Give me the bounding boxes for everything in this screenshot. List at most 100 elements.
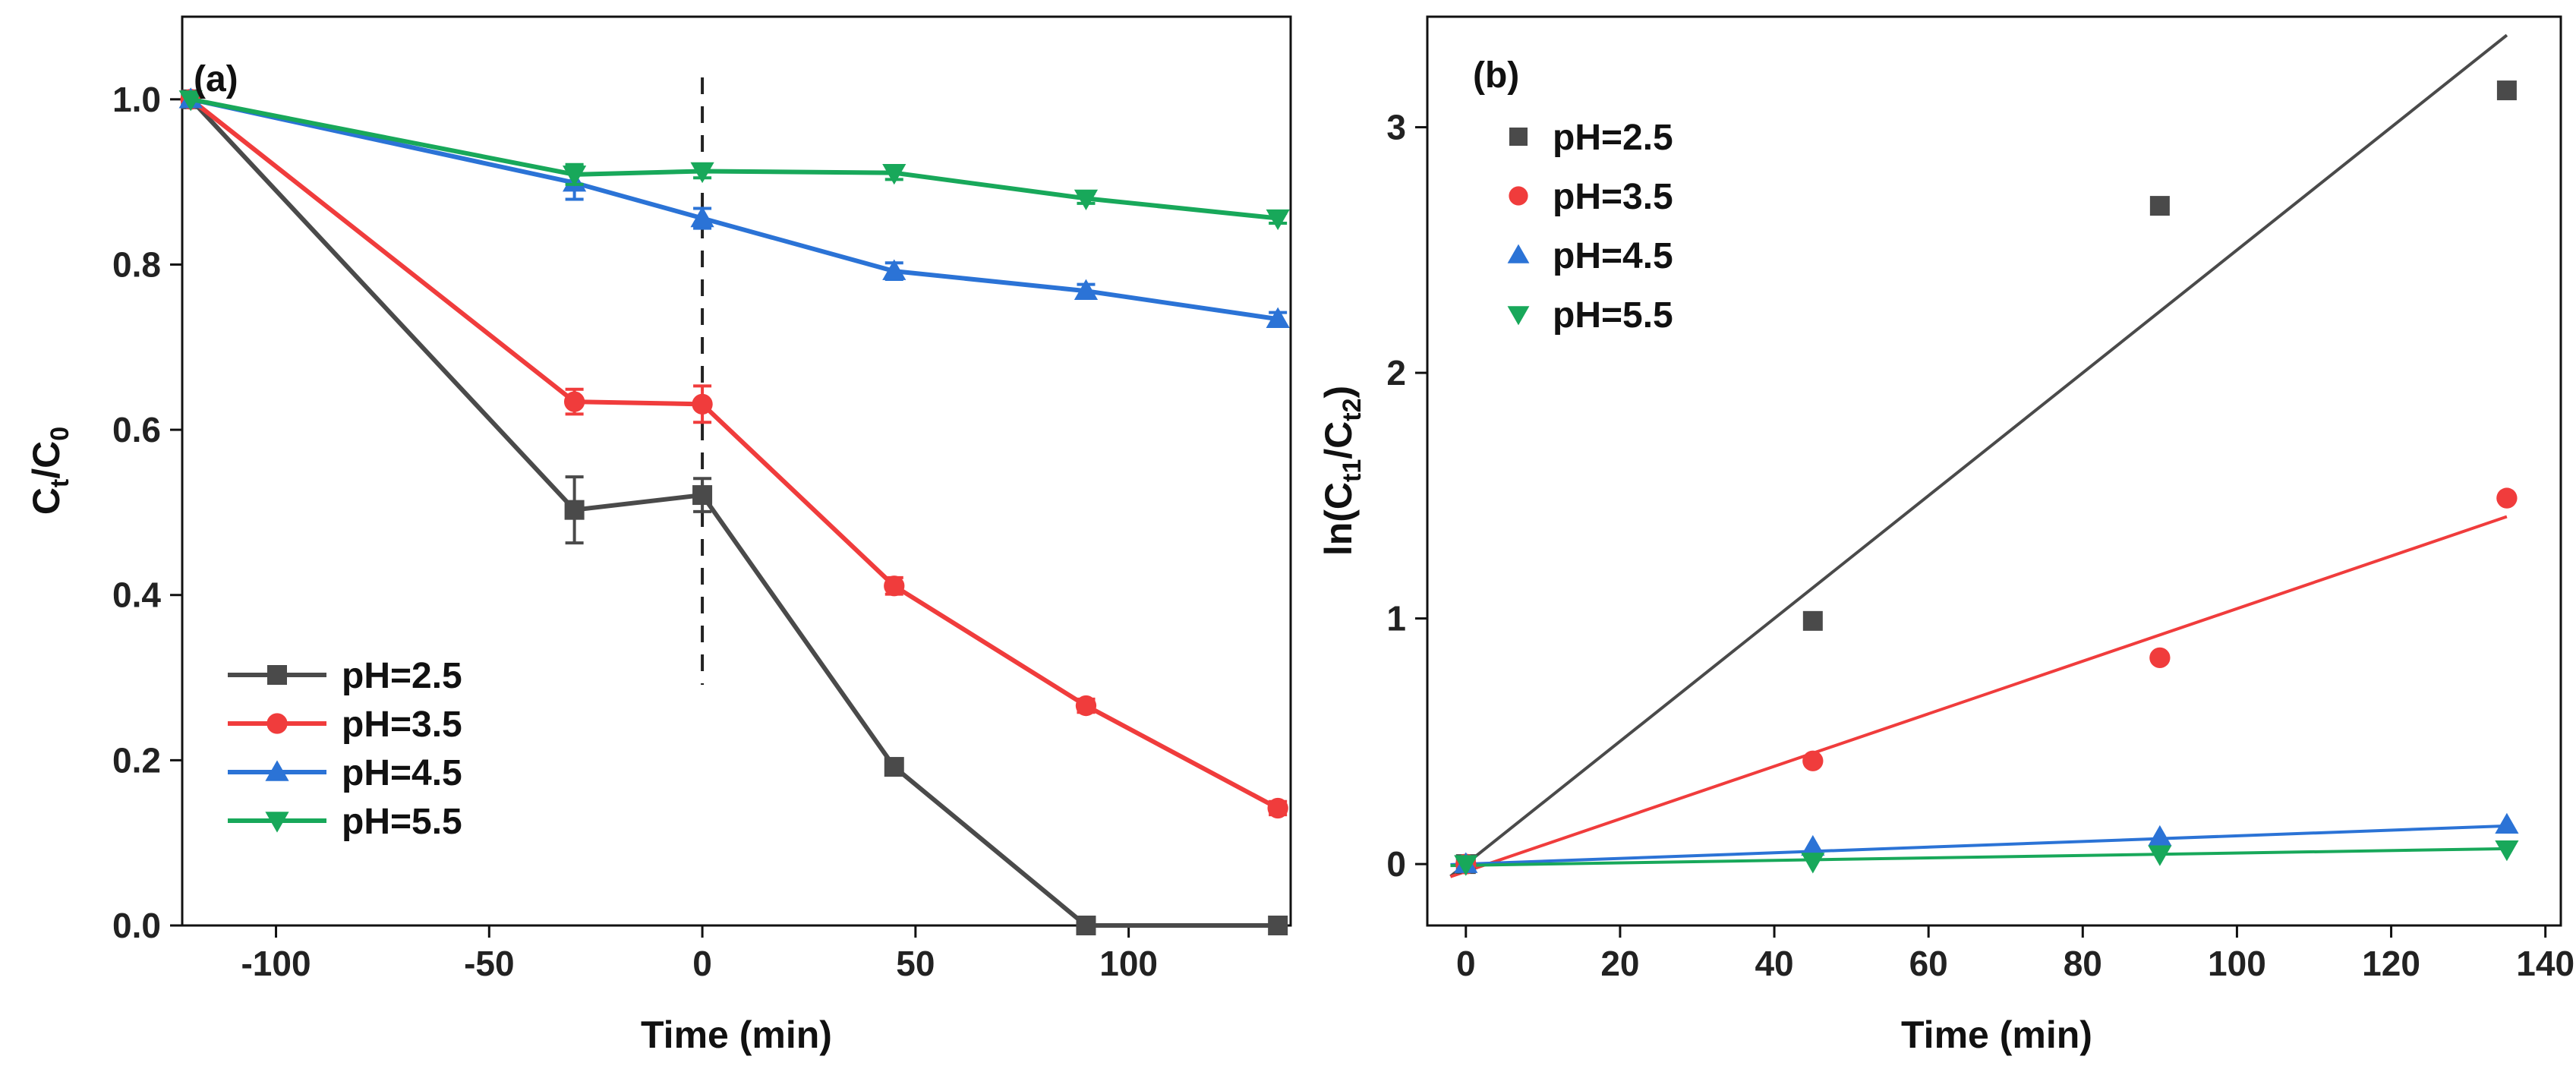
legend-entry: pH=4.5 <box>342 753 462 793</box>
x-tick-label: -50 <box>464 944 514 983</box>
x-tick-label: -100 <box>241 944 311 983</box>
legend-entry: pH=5.5 <box>342 802 462 842</box>
legend-marker <box>266 713 288 734</box>
legend-entry: pH=3.5 <box>342 705 462 745</box>
data-point <box>1454 855 1478 876</box>
y-tick-label: 0.4 <box>112 575 161 615</box>
legend-marker <box>1507 306 1530 326</box>
x-tick-label: 120 <box>2362 944 2420 983</box>
x-tick-label: 0 <box>692 944 712 983</box>
chart-panel-b: 0 20 40 60 80 100 120 140 0 1 2 3 (b) Time (min) l… <box>1317 15 2574 1056</box>
x-axis-label-b: Time (min) <box>1901 1014 2092 1056</box>
x-tick-label: 60 <box>1909 944 1948 983</box>
x-tick-label: 80 <box>2064 944 2102 983</box>
data-point <box>692 485 713 506</box>
data-point <box>1267 797 1288 819</box>
data-point <box>2495 812 2519 834</box>
data-point <box>563 166 587 187</box>
panel-label-b: (b) <box>1473 55 1519 96</box>
x-tick-label: 0 <box>1456 944 1476 983</box>
legend-marker <box>1507 244 1530 263</box>
fit-line <box>1449 515 2508 878</box>
chart-panel-a: -100 -50 0 50 100 0.0 0.2 0.4 0.6 0.8 1.0 (a) Tim… <box>25 15 1292 1056</box>
data-point <box>564 500 585 520</box>
x-tick-label: 100 <box>1099 944 1158 983</box>
data-point <box>1076 916 1096 935</box>
x-tick-label: 50 <box>896 944 935 983</box>
fit-lines-b <box>1449 33 2508 878</box>
legend-marker <box>267 665 287 685</box>
series-group-b <box>1454 80 2519 876</box>
data-point <box>1266 209 1290 231</box>
data-point <box>1075 695 1097 717</box>
x-axis-ticks-a: -100 -50 0 50 100 <box>241 925 1158 983</box>
plot-area-a <box>181 15 1292 927</box>
series-line <box>189 97 1279 928</box>
x-tick-label: 40 <box>1755 944 1793 983</box>
series-line <box>189 97 1279 811</box>
legend-entry: pH=5.5 <box>1553 295 1673 336</box>
fit-line <box>1449 33 2508 878</box>
y-tick-label: 0.2 <box>112 740 161 780</box>
y-tick-label: 2 <box>1386 353 1406 393</box>
panel-label-a: (a) <box>194 59 238 99</box>
data-point <box>690 162 714 184</box>
legend-b: pH=2.5 pH=3.5 pH=4.5 pH=5.5 <box>1507 118 1673 336</box>
data-point <box>2149 196 2170 216</box>
data-point <box>1074 189 1099 210</box>
plot-area-b <box>1426 15 2562 927</box>
data-point <box>2495 840 2519 862</box>
legend-entry: pH=2.5 <box>1553 118 1673 158</box>
data-point <box>563 391 585 412</box>
fit-line <box>1450 847 2507 868</box>
data-point <box>2148 824 2172 847</box>
series-group-a <box>178 87 1290 935</box>
data-point <box>884 575 905 597</box>
legend-a: pH=2.5 pH=3.5 pH=4.5 pH=5.5 <box>228 656 462 842</box>
y-tick-label: 0 <box>1386 844 1406 884</box>
data-point <box>1074 279 1099 300</box>
y-axis-ticks-b: 0 1 2 3 <box>1386 108 1427 884</box>
data-point <box>882 163 906 185</box>
y-axis-label-a: Ct/C0 <box>25 427 74 515</box>
x-axis-ticks-b: 0 20 40 60 80 100 120 140 <box>1456 925 2574 983</box>
legend-entry: pH=4.5 <box>1553 236 1673 276</box>
y-tick-label: 0.0 <box>112 906 161 945</box>
x-axis-label-a: Time (min) <box>641 1014 832 1056</box>
data-point <box>1801 853 1825 874</box>
legend-marker <box>265 760 289 781</box>
data-point <box>178 90 203 112</box>
y-tick-label: 0.8 <box>112 244 161 284</box>
data-point <box>1268 916 1288 935</box>
legend-marker <box>265 812 289 833</box>
data-point <box>1801 834 1825 856</box>
series-line <box>190 96 1279 221</box>
legend-marker <box>1509 186 1528 206</box>
legend-marker <box>1509 128 1528 146</box>
y-tick-label: 3 <box>1386 108 1406 147</box>
data-point <box>2148 845 2172 866</box>
data-point <box>690 206 714 228</box>
legend-entry: pH=3.5 <box>1553 177 1673 217</box>
data-point <box>1802 750 1824 771</box>
y-tick-label: 1 <box>1386 599 1406 638</box>
y-axis-ticks-a: 0.0 0.2 0.4 0.6 0.8 1.0 <box>112 80 182 945</box>
x-tick-label: 140 <box>2516 944 2574 983</box>
series-line <box>190 96 1279 322</box>
y-tick-label: 0.6 <box>112 410 161 449</box>
data-point <box>2496 80 2517 101</box>
data-point <box>882 259 906 280</box>
x-tick-label: 100 <box>2208 944 2266 983</box>
y-tick-label: 1.0 <box>112 80 161 119</box>
data-point <box>2149 647 2171 669</box>
data-point <box>884 757 904 777</box>
fit-line <box>1450 824 2507 866</box>
data-point <box>692 393 713 415</box>
data-point <box>2496 487 2518 509</box>
data-point <box>1266 307 1290 328</box>
y-axis-label-b: ln(Ct1/Ct2) <box>1317 386 1367 556</box>
legend-entry: pH=2.5 <box>342 656 462 696</box>
data-point <box>1802 610 1823 631</box>
x-tick-label: 20 <box>1600 944 1639 983</box>
